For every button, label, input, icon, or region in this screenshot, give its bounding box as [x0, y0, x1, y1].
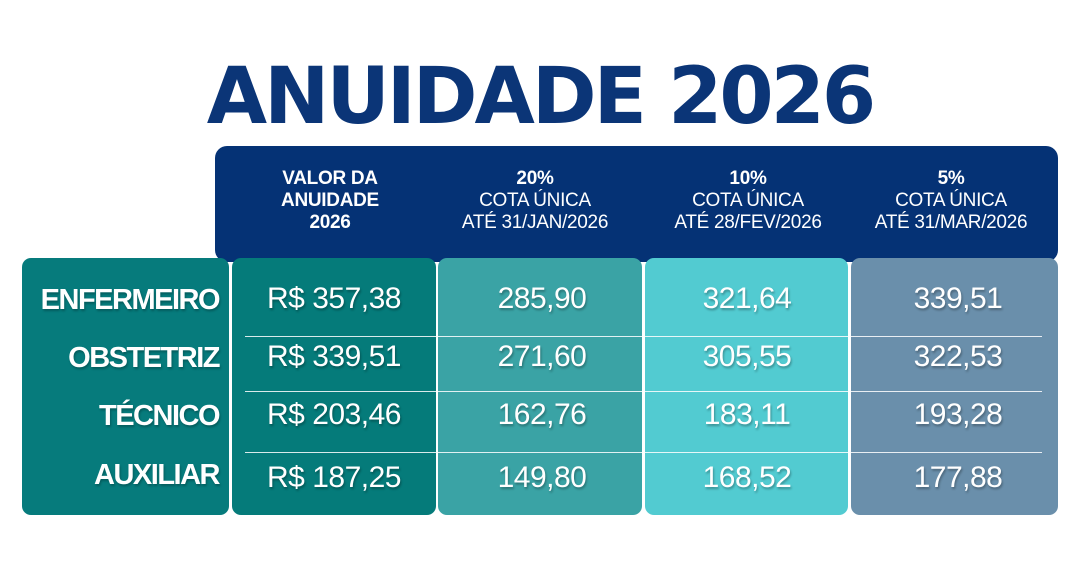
category-column: ENFERMEIRO OBSTETRIZ TÉCNICO AUXILIAR [22, 258, 229, 515]
row-divider [245, 391, 1042, 392]
cell-p5: 339,51 [913, 282, 1003, 315]
header-text: COTA ÚNICA [895, 190, 1007, 211]
cell-p10: 183,11 [703, 398, 791, 431]
cell-p20: 271,60 [497, 340, 587, 373]
cell-full: R$ 339,51 [267, 340, 401, 373]
header-text: 2026 [309, 212, 351, 233]
header-text: COTA ÚNICA [692, 190, 804, 211]
cell-p10: 168,52 [702, 461, 792, 494]
cell-full: R$ 357,38 [267, 282, 401, 315]
column-discount-10 [645, 258, 848, 515]
cell-p20: 285,90 [497, 282, 587, 315]
cell-p5: 193,28 [913, 398, 1003, 431]
cell-p5: 177,88 [913, 461, 1003, 494]
table-header: VALOR DA ANUIDADE 2026 20% COTA ÚNICA AT… [215, 146, 1058, 262]
cell-p10: 321,64 [702, 282, 792, 315]
header-discount-20: 20% COTA ÚNICA ATÉ 31/JAN/2026 [435, 168, 635, 234]
column-full-value [232, 258, 436, 515]
column-discount-20 [438, 258, 642, 515]
header-text: ANUIDADE [281, 190, 379, 211]
column-discount-5 [851, 258, 1058, 515]
cell-p5: 322,53 [913, 340, 1003, 373]
header-text: ATÉ 28/FEV/2026 [674, 212, 822, 233]
header-text: VALOR DA [282, 168, 378, 189]
row-label: TÉCNICO [99, 400, 221, 432]
row-divider [245, 452, 1042, 453]
page-title: ANUIDADE 2026 [206, 52, 876, 142]
row-label: OBSTETRIZ [68, 342, 220, 374]
cell-p20: 162,76 [497, 398, 587, 431]
header-pct: 20% [516, 168, 554, 189]
cell-full: R$ 187,25 [267, 461, 401, 494]
header-pct: 5% [937, 168, 965, 189]
header-annual-value: VALOR DA ANUIDADE 2026 [255, 168, 405, 234]
row-label: AUXILIAR [94, 459, 220, 491]
header-text: ATÉ 31/JAN/2026 [461, 212, 609, 233]
header-text: COTA ÚNICA [479, 190, 591, 211]
cell-p20: 149,80 [497, 461, 587, 494]
header-text: ATÉ 31/MAR/2026 [874, 212, 1028, 233]
cell-full: R$ 203,46 [267, 398, 401, 431]
header-pct: 10% [729, 168, 767, 189]
header-discount-5: 5% COTA ÚNICA ATÉ 31/MAR/2026 [851, 168, 1051, 234]
row-label: ENFERMEIRO [40, 284, 221, 316]
cell-p10: 305,55 [702, 340, 792, 373]
row-divider [245, 336, 1042, 337]
header-discount-10: 10% COTA ÚNICA ATÉ 28/FEV/2026 [643, 168, 853, 234]
